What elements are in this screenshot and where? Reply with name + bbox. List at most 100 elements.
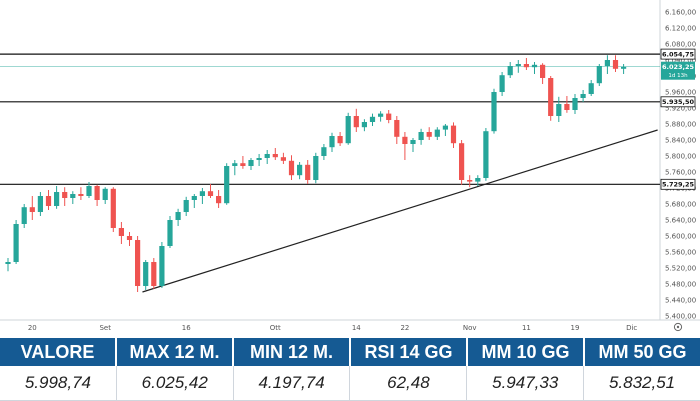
x-tick-label: 14 [352, 324, 361, 332]
candle-body [450, 125, 457, 144]
candle-body [410, 140, 416, 144]
candle-body [540, 64, 546, 78]
y-tick-label: 5.560,00 [665, 249, 696, 257]
candle-body [604, 60, 610, 66]
y-tick-label: 6.160,00 [665, 9, 696, 17]
support-trendline [142, 129, 658, 293]
candle-body [369, 116, 376, 122]
candle-body [515, 64, 521, 66]
y-tick-label: 5.960,00 [665, 89, 696, 97]
y-tick-label: 5.400,00 [665, 313, 696, 321]
candle-body [288, 160, 295, 176]
y-tick-label: 5.440,00 [665, 297, 696, 305]
last-price-countdown: 1d 13h [668, 73, 688, 79]
candle-body [394, 120, 400, 137]
y-tick-label: 5.760,00 [665, 169, 696, 177]
y-tick-label: 5.680,00 [665, 201, 696, 209]
x-tick-label: Ott [270, 324, 281, 332]
candle-body [54, 192, 60, 206]
candle-body [37, 196, 43, 212]
stats-header-row: VALORE MAX 12 M. MIN 12 M. RSI 14 GG MM … [0, 338, 700, 366]
stat-value-mm-10gg: 5.947,33 [467, 366, 585, 400]
stat-header-rsi-14gg: RSI 14 GG [351, 338, 468, 366]
candle-body [345, 116, 351, 144]
stats-table: VALORE MAX 12 M. MIN 12 M. RSI 14 GG MM … [0, 338, 700, 401]
stat-value-max-12m: 6.025,42 [117, 366, 234, 400]
y-tick-label: 5.640,00 [665, 217, 696, 225]
last-price-label: 6.023,25 [662, 63, 695, 71]
candle-body [531, 64, 538, 68]
candle-body [499, 75, 505, 92]
y-tick-label: 6.040,00 [665, 57, 696, 65]
candle-body [556, 104, 562, 116]
candle-body [297, 164, 303, 176]
candle-body [232, 163, 238, 166]
candle-body [442, 125, 448, 130]
stat-value-min-12m: 4.197,74 [234, 366, 351, 400]
stat-header-mm-10gg: MM 10 GG [468, 338, 585, 366]
level-price-label: 5.729,25 [662, 181, 695, 189]
gear-icon [673, 322, 683, 332]
candle-body [45, 196, 52, 206]
level-price-tag [660, 48, 696, 60]
x-tick-label: 22 [400, 324, 409, 332]
candle-body [183, 200, 189, 212]
stat-header-mm-50gg: MM 50 GG [585, 338, 700, 366]
candle-body [459, 143, 465, 180]
candle-body [483, 131, 489, 178]
level-price-tag [660, 178, 696, 190]
gridlines [0, 0, 700, 321]
stat-header-min-12m: MIN 12 M. [234, 338, 351, 366]
y-tick-label: 5.520,00 [665, 265, 696, 273]
candle-body [588, 83, 594, 94]
candle-body [612, 60, 619, 69]
candle-body [426, 132, 432, 137]
candle-body [159, 246, 165, 286]
horizontal-levels [0, 53, 660, 185]
y-tick-label: 6.120,00 [665, 25, 696, 33]
candle-body [110, 188, 116, 228]
candle-body [564, 104, 570, 110]
candle-body [361, 122, 367, 128]
candle-body [135, 240, 141, 286]
x-tick-label: 19 [571, 324, 580, 332]
candle-body [167, 220, 173, 246]
candle-body [507, 66, 513, 76]
candle-body [548, 78, 554, 116]
candle-body [29, 207, 35, 212]
candle-body [434, 129, 440, 137]
candle-body [191, 196, 197, 200]
candle-body [386, 113, 392, 120]
candle-body [272, 154, 278, 158]
candle-body [305, 164, 311, 180]
candle-body [467, 180, 473, 182]
y-tick-label: 5.880,00 [665, 121, 696, 129]
y-tick-label: 6.080,00 [665, 41, 696, 49]
candle-body [143, 262, 149, 286]
level-price-label: 6.054,75 [662, 51, 695, 59]
candle-body [175, 212, 181, 220]
candle-body [199, 191, 205, 196]
candle-body [70, 194, 76, 198]
candle-body [207, 191, 214, 196]
candle-body [313, 156, 319, 180]
last-price-tag [661, 61, 695, 80]
candlesticks [5, 55, 627, 292]
candle-body [62, 192, 68, 198]
candle-body [102, 188, 108, 200]
candle-body [151, 262, 157, 286]
y-tick-label: 5.920,00 [665, 105, 696, 113]
candle-body [13, 224, 19, 262]
candle-body [378, 113, 384, 117]
candle-body [248, 160, 254, 166]
x-tick-label: Set [99, 324, 111, 332]
candle-body [418, 132, 424, 140]
x-tick-label: 16 [182, 324, 191, 332]
y-tick-label: 5.800,00 [665, 153, 696, 161]
candle-body [86, 186, 92, 196]
y-tick-label: 5.600,00 [665, 233, 696, 241]
candle-body [256, 158, 262, 160]
level-price-label: 5.935,50 [662, 98, 695, 106]
stat-value-valore: 5.998,74 [0, 366, 117, 400]
stat-header-valore: VALORE [0, 338, 117, 366]
